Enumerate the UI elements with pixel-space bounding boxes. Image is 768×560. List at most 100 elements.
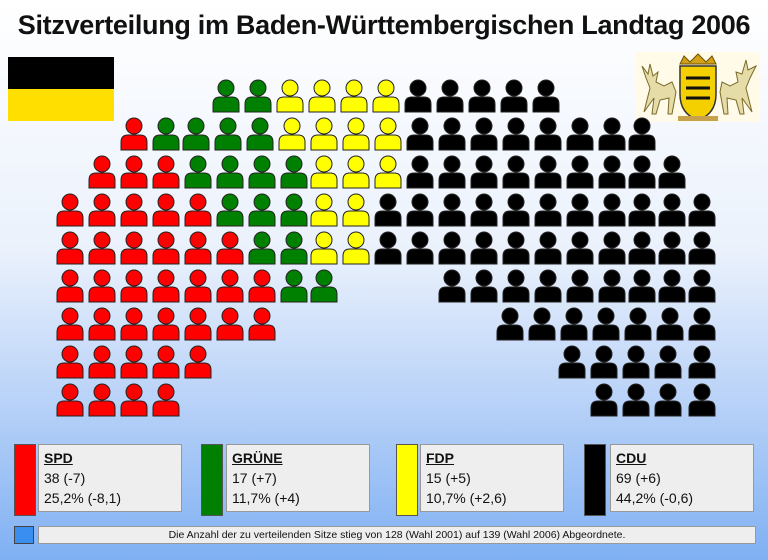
seat-cdu	[438, 155, 466, 189]
seat-fdp	[310, 231, 338, 265]
seat-spd	[184, 231, 212, 265]
legend-seats: 38 (-7)	[44, 470, 86, 486]
seat-cdu	[590, 383, 618, 417]
seat-cdu	[624, 307, 652, 341]
seat-spd	[248, 307, 276, 341]
seat-cdu	[658, 193, 686, 227]
seat-cdu	[534, 231, 562, 265]
seat-cdu	[566, 117, 594, 151]
legend-seats: 17 (+7)	[232, 470, 277, 486]
seat-cdu	[374, 231, 402, 265]
seat-spd	[88, 269, 116, 303]
seat-spd	[216, 307, 244, 341]
seat-count-note: Die Anzahl der zu verteilenden Sitze sti…	[38, 526, 756, 544]
seat-cdu	[566, 193, 594, 227]
seat-cdu	[598, 231, 626, 265]
seat-spd	[120, 193, 148, 227]
legend-seats: 15 (+5)	[426, 470, 471, 486]
seat-gruene	[280, 269, 308, 303]
note-swatch	[14, 526, 34, 544]
legend-swatch-gruene	[201, 444, 223, 516]
seat-gruene	[184, 155, 212, 189]
seat-gruene	[244, 79, 272, 113]
seat-cdu	[688, 307, 716, 341]
seat-cdu	[560, 307, 588, 341]
seat-spd	[56, 307, 84, 341]
seat-cdu	[438, 193, 466, 227]
seat-fdp	[372, 79, 400, 113]
seat-spd	[152, 383, 180, 417]
seat-cdu	[628, 117, 656, 151]
seat-gruene	[182, 117, 210, 151]
legend-box-cdu: CDU 69 (+6) 44,2% (-0,6)	[610, 444, 754, 512]
seat-gruene	[280, 193, 308, 227]
flag-black-stripe	[8, 57, 114, 89]
seat-cdu	[688, 345, 716, 379]
seat-cdu	[502, 155, 530, 189]
seat-cdu	[496, 307, 524, 341]
seat-spd	[120, 383, 148, 417]
seat-cdu	[534, 269, 562, 303]
seat-spd	[56, 383, 84, 417]
seat-cdu	[628, 269, 656, 303]
seat-cdu	[406, 117, 434, 151]
seat-spd	[88, 307, 116, 341]
seat-cdu	[598, 155, 626, 189]
seat-spd	[88, 231, 116, 265]
seat-cdu	[404, 79, 432, 113]
seat-distribution-chart	[56, 79, 716, 417]
seat-cdu	[502, 193, 530, 227]
seat-cdu	[598, 269, 626, 303]
seat-cdu	[374, 193, 402, 227]
seat-gruene	[216, 193, 244, 227]
legend-box-fdp: FDP 15 (+5) 10,7% (+2,6)	[420, 444, 564, 512]
seat-cdu	[598, 117, 626, 151]
seat-fdp	[342, 193, 370, 227]
seat-cdu	[658, 269, 686, 303]
seat-cdu	[406, 193, 434, 227]
seat-spd	[184, 193, 212, 227]
legend-swatch-fdp	[396, 444, 418, 516]
legend-percent: 11,7% (+4)	[232, 490, 300, 506]
seat-spd	[152, 155, 180, 189]
seat-gruene	[214, 117, 242, 151]
seat-spd	[152, 345, 180, 379]
seat-cdu	[534, 193, 562, 227]
seat-cdu	[656, 307, 684, 341]
seat-spd	[88, 345, 116, 379]
seat-gruene	[248, 231, 276, 265]
seat-cdu	[658, 155, 686, 189]
flag-gold-stripe	[8, 89, 114, 121]
seat-cdu	[502, 269, 530, 303]
seat-gruene	[212, 79, 240, 113]
seat-spd	[152, 193, 180, 227]
seat-spd	[88, 155, 116, 189]
seat-cdu	[590, 345, 618, 379]
legend-percent: 10,7% (+2,6)	[426, 490, 507, 506]
seat-gruene	[310, 269, 338, 303]
seat-fdp	[374, 117, 402, 151]
seat-spd	[120, 231, 148, 265]
seat-cdu	[470, 193, 498, 227]
seat-spd	[152, 231, 180, 265]
chart-title: Sitzverteilung im Baden-Württembergische…	[17, 10, 751, 40]
seat-cdu	[534, 155, 562, 189]
seat-spd	[88, 193, 116, 227]
seat-spd	[56, 345, 84, 379]
seat-spd	[152, 269, 180, 303]
seat-fdp	[342, 155, 370, 189]
seat-gruene	[246, 117, 274, 151]
seat-cdu	[534, 117, 562, 151]
seat-spd	[120, 307, 148, 341]
seat-cdu	[628, 193, 656, 227]
seat-cdu	[658, 231, 686, 265]
seat-cdu	[558, 345, 586, 379]
seat-spd	[184, 269, 212, 303]
seat-spd	[120, 345, 148, 379]
coat-of-arms-emblem	[636, 52, 760, 122]
seat-spd	[184, 307, 212, 341]
legend-box-spd: SPD 38 (-7) 25,2% (-8,1)	[38, 444, 182, 512]
seat-fdp	[340, 79, 368, 113]
seat-gruene	[248, 155, 276, 189]
seat-spd	[120, 269, 148, 303]
